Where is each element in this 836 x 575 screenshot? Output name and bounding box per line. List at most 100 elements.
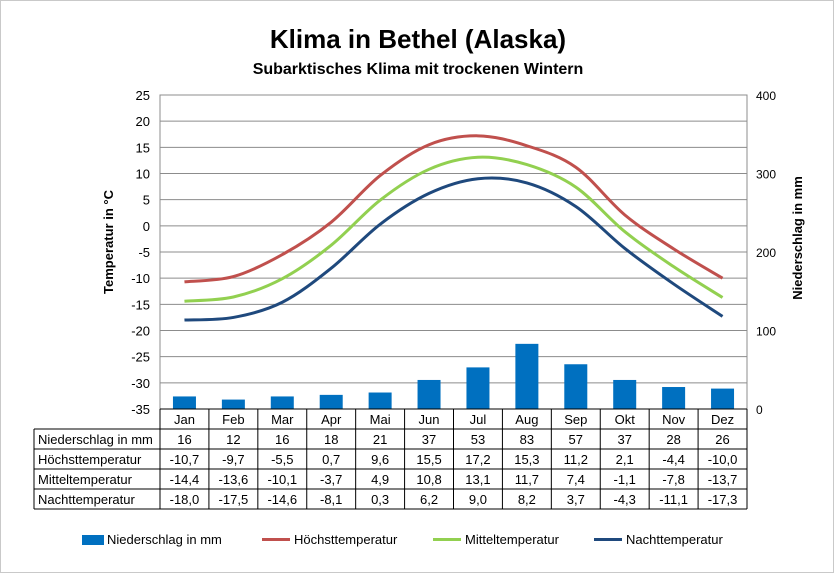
y-left-tick-label: -35: [131, 402, 150, 417]
bar-series: [172, 343, 735, 409]
table-cell-value: -13,7: [708, 472, 738, 487]
x-category-label: Jun: [419, 412, 440, 427]
x-category-label: Mai: [370, 412, 391, 427]
y-right-tick-label: 300: [756, 168, 776, 182]
legend-precipitation: Niederschlag in mm: [82, 532, 222, 547]
gridlines: [160, 94, 747, 410]
y-axis-left-label: Temperatur in °C: [101, 189, 116, 294]
legend-swatch: [594, 538, 622, 541]
legend-label: Niederschlag in mm: [107, 532, 222, 547]
y-left-tick-label: 10: [136, 167, 150, 182]
y-left-tick-label: 0: [143, 219, 150, 234]
table-cell-value: 2,1: [616, 452, 634, 467]
y-right-tick-label: 200: [756, 246, 776, 260]
precipitation-bar: [319, 394, 343, 409]
y-left-tick-label: 5: [143, 193, 150, 208]
night-temperature-line: [184, 176, 724, 322]
precipitation-bar: [564, 364, 588, 409]
legend-label: Nachttemperatur: [626, 532, 723, 547]
table-cell-value: -10,0: [708, 452, 738, 467]
table-cell-value: 12: [226, 432, 240, 447]
x-category-label: Sep: [564, 412, 587, 427]
table-cell-value: -8,1: [320, 492, 342, 507]
max-temperature-line: [184, 134, 724, 284]
mean-temperature-line: [184, 155, 724, 303]
table-cell-value: 26: [715, 432, 729, 447]
table-cell-value: 3,7: [567, 492, 585, 507]
table-row-label: Nachttemperatur: [38, 492, 135, 507]
table-cell-value: 17,2: [465, 452, 490, 467]
table-cell-value: 9,0: [469, 492, 487, 507]
table-row-label: Niederschlag in mm: [38, 432, 153, 447]
table-cell-value: 57: [569, 432, 583, 447]
y-left-tick-label: -15: [131, 297, 150, 312]
precipitation-bar: [417, 379, 441, 409]
table-cell-value: 18: [324, 432, 338, 447]
precipitation-bar: [172, 396, 196, 409]
legend-max-temperature: Höchsttemperatur: [262, 532, 397, 547]
x-category-label: Dez: [711, 412, 734, 427]
legend-label: Höchsttemperatur: [294, 532, 398, 547]
table-cell-value: 11,7: [515, 472, 539, 487]
line-series: [184, 134, 724, 322]
table-cell-value: -14,6: [267, 492, 297, 507]
legend-swatch: [433, 538, 461, 541]
table-cell-value: 16: [177, 432, 191, 447]
table-cell-value: 10,8: [416, 472, 441, 487]
y-left-tick-label: -20: [131, 324, 150, 339]
y-left-tick-label: 20: [136, 114, 150, 129]
y-left-tick-label: 15: [136, 140, 150, 155]
table-cell-value: -3,7: [320, 472, 342, 487]
y-left-tick-label: -5: [138, 245, 150, 260]
table-grid: [33, 408, 748, 510]
precipitation-bar: [466, 367, 490, 409]
y-right-tick-label: 400: [756, 89, 776, 103]
x-category-label: Okt: [615, 412, 636, 427]
table-cell-value: 15,5: [416, 452, 441, 467]
precipitation-bar: [662, 387, 686, 409]
precipitation-bar: [270, 396, 294, 409]
table-cell-value: 0,3: [371, 492, 389, 507]
chart-title: Klima in Bethel (Alaska): [269, 24, 567, 54]
table-cell-value: 11,2: [564, 452, 588, 467]
precipitation-bar: [711, 388, 735, 409]
x-category-label: Jul: [470, 412, 487, 427]
legend-label: Mitteltemperatur: [465, 532, 559, 547]
table-cell-value: 7,4: [567, 472, 585, 487]
table-cell-value: -17,3: [708, 492, 738, 507]
legend-swatch: [262, 538, 290, 541]
precipitation-bar: [221, 399, 245, 409]
x-category-label: Apr: [321, 412, 342, 427]
y-right-tick-label: 100: [756, 325, 776, 339]
table-row-label: Mitteltemperatur: [38, 472, 133, 487]
y-left-tick-label: 25: [136, 88, 150, 103]
y-right-tick-label: 0: [756, 403, 763, 417]
table-cell-value: 15,3: [514, 452, 539, 467]
table-cell-value: -7,8: [662, 472, 684, 487]
table-cell-value: 53: [471, 432, 485, 447]
x-category-label: Aug: [515, 412, 538, 427]
table-cell-value: 9,6: [371, 452, 389, 467]
precipitation-bar: [613, 379, 637, 409]
x-category-label: Jan: [174, 412, 195, 427]
table-row-label: Höchsttemperatur: [38, 452, 142, 467]
table-cell-value: 21: [373, 432, 387, 447]
table-cell-value: 37: [617, 432, 631, 447]
legend-swatch: [82, 534, 104, 545]
table-cell-value: -17,5: [219, 492, 249, 507]
table-cell-value: -1,1: [614, 472, 636, 487]
table-cell-value: -11,1: [659, 492, 688, 507]
table-cell-value: -10,1: [267, 472, 297, 487]
table-cell-value: 8,2: [518, 492, 536, 507]
table-cell-value: 37: [422, 432, 436, 447]
table-cell-value: 16: [275, 432, 289, 447]
x-category-label: Mar: [271, 412, 294, 427]
x-category-label: Nov: [662, 412, 686, 427]
chart-subtitle: Subarktisches Klima mit trockenen Winter…: [252, 61, 584, 78]
legend-night-temperature: Nachttemperatur: [594, 532, 723, 547]
y-axis-right-label: Niederschlag in mm: [790, 176, 805, 300]
axes: 25 20 15 10 5 0 -5 -10 -15 -20 -25 -30 -35 400 300 200 1…: [131, 88, 776, 417]
table-cell-value: -4,3: [614, 492, 636, 507]
